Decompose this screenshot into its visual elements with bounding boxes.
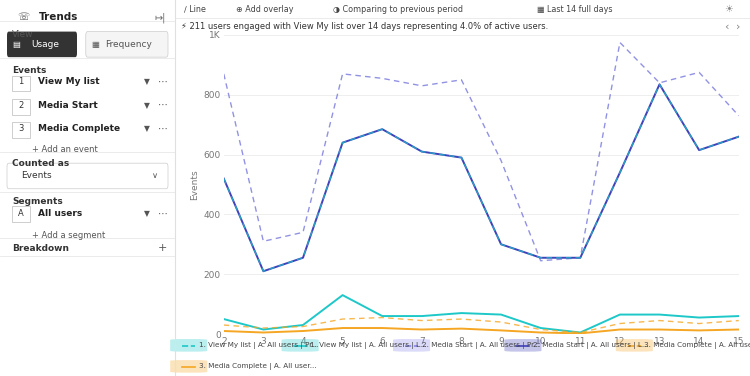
Text: Media Start: Media Start <box>38 101 98 110</box>
Text: ⋯: ⋯ <box>158 124 167 133</box>
FancyBboxPatch shape <box>86 32 168 57</box>
Text: 2: 2 <box>18 101 24 110</box>
Text: A: A <box>18 209 24 218</box>
Text: 1: 1 <box>18 77 24 86</box>
Text: 1. View My list | A. All users | L...: 1. View My list | A. All users | L... <box>310 342 427 349</box>
FancyBboxPatch shape <box>12 76 30 91</box>
Text: ›: › <box>736 21 740 32</box>
Text: ⚡ 211 users engaged with View My list over 14 days representing 4.0% of active u: ⚡ 211 users engaged with View My list ov… <box>181 22 548 31</box>
Text: ‹: ‹ <box>724 21 728 32</box>
Y-axis label: Events: Events <box>190 169 200 200</box>
Text: ▦ Last 14 full days: ▦ Last 14 full days <box>537 5 612 14</box>
Text: ▼: ▼ <box>143 124 149 133</box>
Text: ∨: ∨ <box>152 171 158 180</box>
Text: 2. Media Start | A. All users | Pr...: 2. Media Start | A. All users | Pr... <box>422 342 540 349</box>
Text: 3. Media Complete | A. All user...: 3. Media Complete | A. All user... <box>199 363 316 370</box>
Text: 3. Media Complete | A. All user...: 3. Media Complete | A. All user... <box>644 342 750 349</box>
Text: ⋯: ⋯ <box>158 77 167 87</box>
FancyBboxPatch shape <box>504 339 542 352</box>
Text: ☀: ☀ <box>724 4 733 14</box>
Text: ▤: ▤ <box>12 40 20 49</box>
Text: Trends: Trends <box>38 12 78 22</box>
FancyBboxPatch shape <box>7 163 168 189</box>
FancyBboxPatch shape <box>7 32 77 57</box>
Text: Breakdown: Breakdown <box>12 244 69 253</box>
Text: ☏: ☏ <box>17 12 30 22</box>
Text: ▼: ▼ <box>143 101 149 110</box>
Text: View: View <box>12 30 34 39</box>
Text: Media Complete: Media Complete <box>38 124 121 133</box>
Text: ∕ Line: ∕ Line <box>184 5 206 14</box>
Text: 3: 3 <box>18 124 24 133</box>
FancyBboxPatch shape <box>616 339 653 352</box>
Text: ◑ Comparing to previous period: ◑ Comparing to previous period <box>332 5 463 14</box>
FancyBboxPatch shape <box>170 339 207 352</box>
FancyBboxPatch shape <box>393 339 430 352</box>
Text: +: + <box>158 243 166 253</box>
Text: Counted as: Counted as <box>12 159 70 168</box>
Text: ⋯: ⋯ <box>158 100 167 110</box>
Text: Segments: Segments <box>12 197 63 206</box>
Text: Usage: Usage <box>32 40 59 49</box>
Text: Frequency: Frequency <box>105 40 152 49</box>
Text: Events: Events <box>21 171 52 180</box>
Text: View My list: View My list <box>38 77 101 86</box>
FancyBboxPatch shape <box>12 99 30 115</box>
Text: 2. Media Start | A. All users | L...: 2. Media Start | A. All users | L... <box>533 342 649 349</box>
Text: ⊕ Add overlay: ⊕ Add overlay <box>236 5 293 14</box>
Text: ▦: ▦ <box>91 40 99 49</box>
FancyBboxPatch shape <box>12 206 30 222</box>
Text: ▼: ▼ <box>143 209 149 218</box>
FancyBboxPatch shape <box>170 360 207 373</box>
Text: All users: All users <box>38 209 82 218</box>
Text: ↦|: ↦| <box>154 12 165 23</box>
Text: + Add an event: + Add an event <box>32 145 98 154</box>
Text: + Add a segment: + Add a segment <box>32 231 105 240</box>
Text: ▼: ▼ <box>143 77 149 86</box>
FancyBboxPatch shape <box>12 122 30 138</box>
Text: Events: Events <box>12 66 46 75</box>
FancyBboxPatch shape <box>281 339 319 352</box>
Text: 1. View My list | A. All users | Pr...: 1. View My list | A. All users | Pr... <box>199 342 318 349</box>
Text: ⋯: ⋯ <box>158 209 167 219</box>
